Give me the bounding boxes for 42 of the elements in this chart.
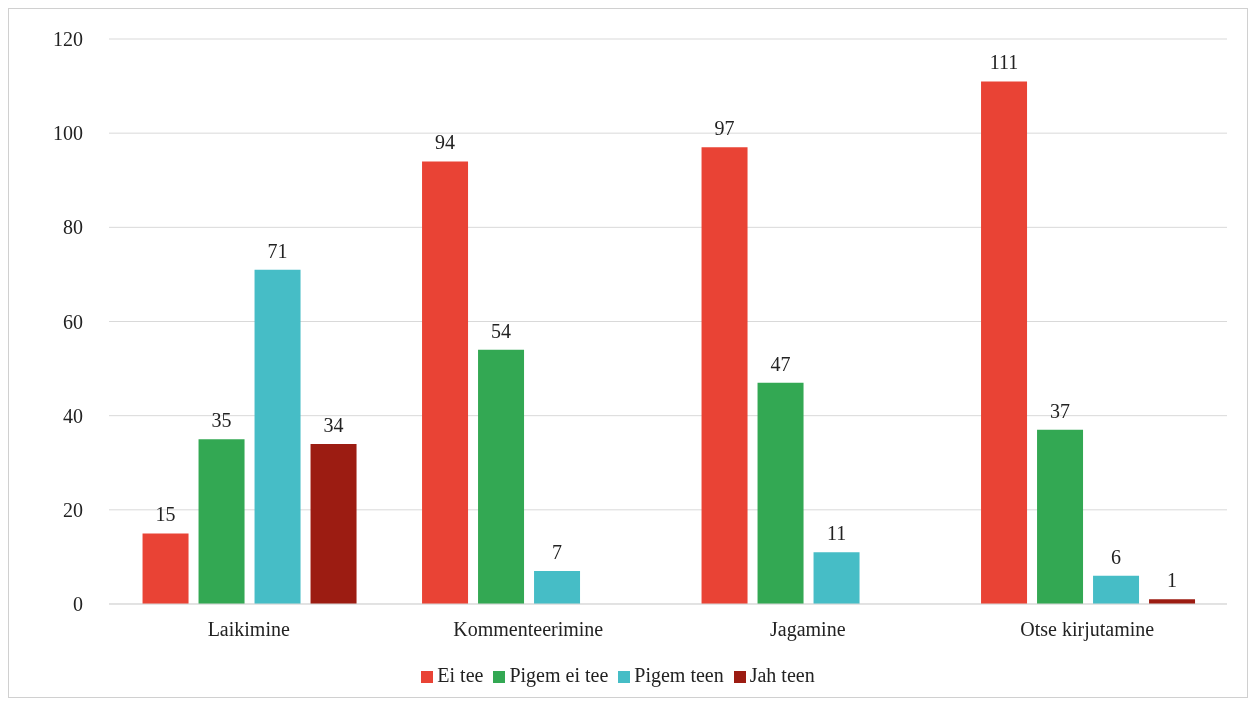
data-label: 54 xyxy=(491,319,512,342)
bar xyxy=(757,382,804,604)
legend-label: Jah teen xyxy=(749,664,815,686)
bar xyxy=(254,269,301,604)
data-label: 34 xyxy=(323,413,344,436)
y-tick-label: 20 xyxy=(63,498,83,521)
data-label: 1 xyxy=(1167,569,1178,592)
data-label: 11 xyxy=(826,522,847,545)
bar xyxy=(534,571,581,604)
data-label: 37 xyxy=(1050,399,1071,422)
y-tick-label: 60 xyxy=(63,310,83,333)
legend-label: Ei tee xyxy=(437,664,484,686)
data-label: 111 xyxy=(989,51,1019,74)
x-tick-label: Otse kirjutamine xyxy=(1020,618,1155,642)
data-label: 7 xyxy=(552,541,563,564)
data-label: 35 xyxy=(211,409,232,432)
y-tick-label: 40 xyxy=(63,404,83,427)
y-tick-label: 80 xyxy=(63,216,83,239)
x-tick-label: Laikimine xyxy=(207,618,290,641)
data-label: 47 xyxy=(770,352,791,375)
bar xyxy=(478,349,525,604)
bar xyxy=(1093,575,1140,604)
y-tick-label: 100 xyxy=(53,122,83,145)
bar xyxy=(310,443,357,604)
bar xyxy=(981,81,1028,604)
data-label: 94 xyxy=(435,131,456,154)
x-tick-label: Jagamine xyxy=(769,618,846,642)
data-label: 15 xyxy=(155,503,176,526)
data-label: 71 xyxy=(267,239,288,262)
data-label: 97 xyxy=(714,117,735,140)
bar xyxy=(813,552,860,604)
bar xyxy=(142,533,189,604)
y-tick-label: 0 xyxy=(73,593,83,616)
x-tick-label: Kommenteerimine xyxy=(453,618,604,641)
bar xyxy=(198,439,245,604)
bar xyxy=(1037,429,1084,604)
bar xyxy=(701,147,748,604)
y-tick-label: 120 xyxy=(53,28,83,51)
legend-label: Pigem ei tee xyxy=(509,664,609,686)
legend-label: Pigem teen xyxy=(634,664,724,686)
bar xyxy=(422,161,469,604)
data-label: 6 xyxy=(1111,545,1122,568)
